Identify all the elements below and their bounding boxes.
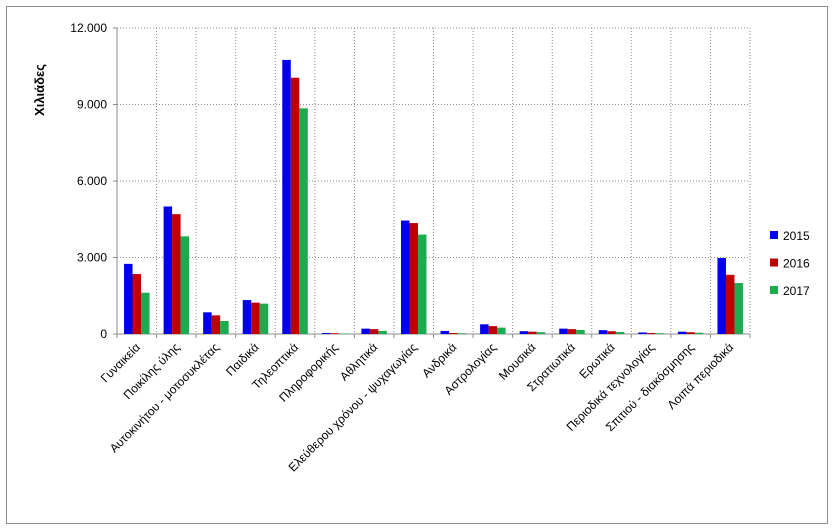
bar-2015 <box>598 330 608 334</box>
bar-2015 <box>203 312 212 334</box>
bar-2017 <box>655 333 664 334</box>
legend-label-2016: 2016 <box>783 257 810 271</box>
bar-2017 <box>220 320 229 334</box>
bar-2016 <box>409 223 418 334</box>
bar-2016 <box>528 331 537 334</box>
legend: 2015 2016 2017 <box>770 229 810 298</box>
bar-2017 <box>378 330 387 334</box>
bar-2017 <box>457 333 467 334</box>
bar-2016 <box>725 274 735 334</box>
bar-2017 <box>259 303 269 334</box>
bar-2016 <box>567 329 577 334</box>
bar-2015 <box>163 206 173 334</box>
bar-2016 <box>132 274 142 334</box>
bar-2016 <box>449 332 458 334</box>
bar-2017 <box>299 108 308 334</box>
bar-2016 <box>488 326 498 334</box>
bar-2016 <box>686 332 695 334</box>
axes <box>113 27 751 338</box>
bar-2017 <box>734 283 743 334</box>
y-tick-label: 3.000 <box>77 251 107 265</box>
bar-2015 <box>717 258 726 334</box>
bar-2016 <box>172 214 181 334</box>
legend-swatch-2017 <box>770 286 778 294</box>
bar-2015 <box>321 332 331 334</box>
bar-2016 <box>607 331 616 334</box>
y-axis-title: Χιλιάδες <box>32 64 47 116</box>
bar-2015 <box>282 59 291 334</box>
legend-swatch-2016 <box>770 258 778 267</box>
y-tick-label: 12.000 <box>70 21 107 35</box>
bar-2015 <box>400 220 410 334</box>
bar-2017 <box>615 331 625 334</box>
grid-lines <box>117 27 751 334</box>
bar-2015 <box>677 331 687 334</box>
y-tick-label: 6.000 <box>77 174 107 188</box>
y-tick-label: 9.000 <box>77 98 107 112</box>
bar-2017 <box>180 236 190 334</box>
bar-2016 <box>330 333 339 334</box>
bar-2017 <box>536 332 546 334</box>
y-tick-labels: 0 3.000 6.000 9.000 12.000 <box>70 21 107 341</box>
legend-swatch-2015 <box>770 231 778 239</box>
bar-2017 <box>694 332 704 334</box>
bar-2017 <box>417 234 427 334</box>
bar-2017 <box>141 292 150 334</box>
bar-2016 <box>369 329 379 334</box>
bar-2016 <box>211 315 221 334</box>
bar-2015 <box>559 328 568 334</box>
category-label: Παιδικά <box>223 340 262 379</box>
bar-2017 <box>576 329 585 334</box>
bar-2015 <box>519 331 529 334</box>
legend-label-2017: 2017 <box>783 284 810 298</box>
bar-2015 <box>480 324 489 334</box>
bar-2015 <box>440 330 450 334</box>
legend-label-2015: 2015 <box>783 229 810 243</box>
bar-2017 <box>497 327 506 334</box>
bar-2015 <box>124 263 133 334</box>
y-tick-label: 0 <box>100 327 107 341</box>
bar-2016 <box>251 302 260 334</box>
bar-2015 <box>242 300 252 334</box>
bar-2015 <box>638 332 647 334</box>
bars <box>124 59 743 334</box>
bar-2016 <box>290 77 300 334</box>
bar-2016 <box>646 332 656 334</box>
bar-2015 <box>361 328 370 334</box>
bar-2017 <box>338 333 348 334</box>
category-label: Ανδρικά <box>419 340 459 380</box>
